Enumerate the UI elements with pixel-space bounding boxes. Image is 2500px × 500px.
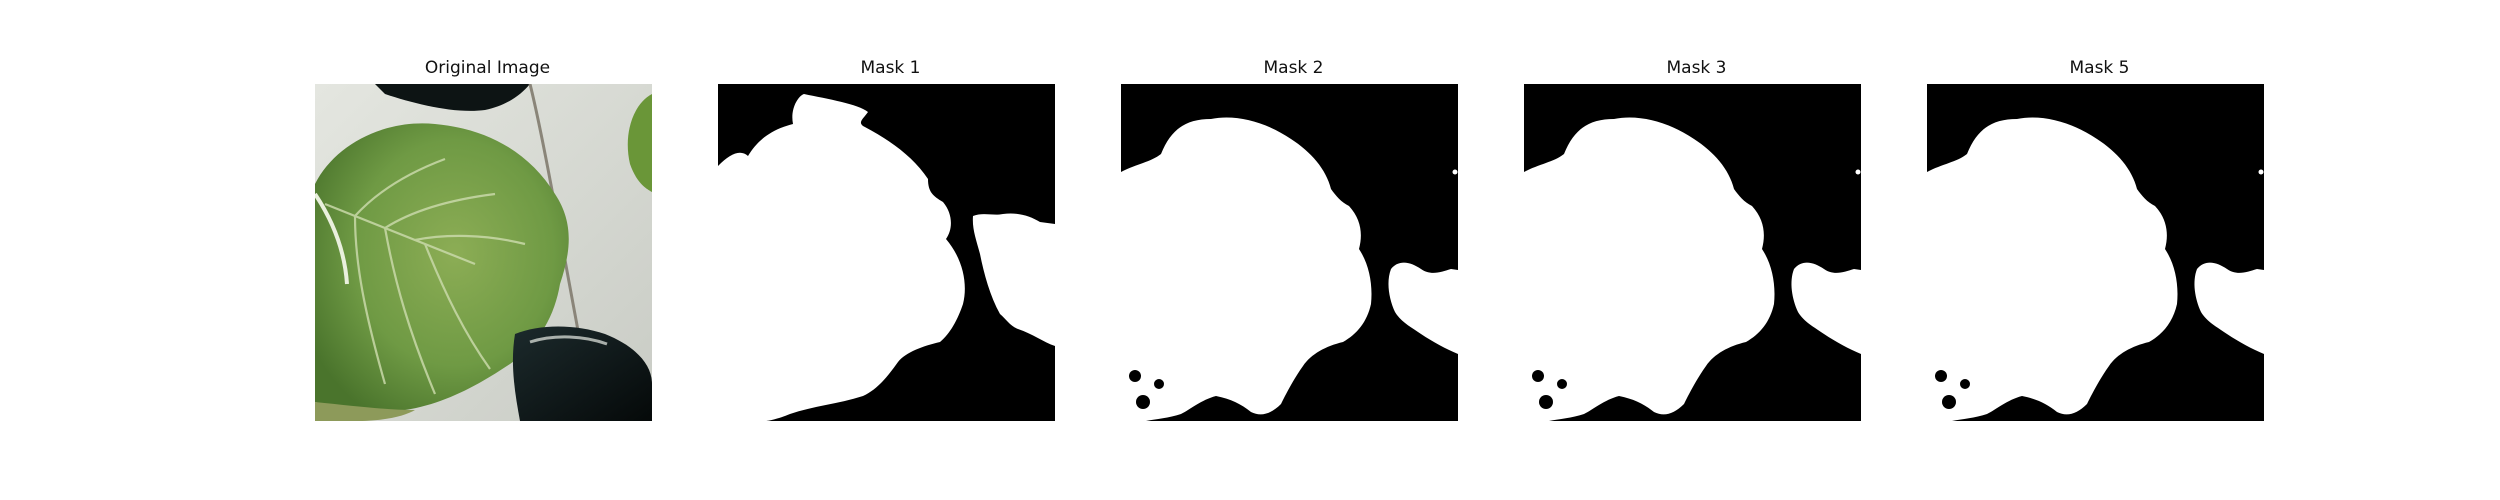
mask-1 bbox=[718, 84, 1055, 421]
panel-title: Mask 3 bbox=[1666, 58, 1727, 78]
mask-speck bbox=[1855, 169, 1861, 175]
leaf-bottom-edge bbox=[315, 402, 415, 421]
mask-region-right bbox=[1791, 262, 1861, 354]
mask-speck bbox=[1452, 169, 1458, 175]
mask-hole bbox=[1136, 395, 1150, 409]
mask-region-leaf bbox=[1121, 117, 1372, 421]
mask-hole bbox=[1935, 370, 1947, 382]
panel-mask-1: Mask 1 bbox=[718, 56, 1063, 426]
panel-original-image: Original Image bbox=[315, 56, 660, 426]
mask-1-image bbox=[718, 84, 1055, 421]
mask-3 bbox=[1524, 84, 1861, 421]
panel-title: Original Image bbox=[424, 58, 551, 78]
panel-mask-3: Mask 3 bbox=[1524, 56, 1869, 426]
panel-mask-2: Mask 2 bbox=[1121, 56, 1466, 426]
mask-region-right bbox=[2194, 262, 2264, 354]
mask-region-right bbox=[1388, 262, 1458, 354]
mask-region-right bbox=[972, 213, 1055, 346]
mask-3-image bbox=[1524, 84, 1861, 421]
mask-2-image bbox=[1121, 84, 1458, 421]
leaf-stem bbox=[315, 192, 349, 285]
mask-hole bbox=[1129, 370, 1141, 382]
mask-5 bbox=[1927, 84, 2264, 421]
mask-2 bbox=[1121, 84, 1458, 421]
original-photo bbox=[315, 84, 652, 421]
original-image bbox=[315, 84, 652, 421]
mask-speck bbox=[2258, 169, 2264, 175]
small-leaf-right bbox=[627, 94, 652, 192]
top-pot-rim bbox=[375, 84, 530, 111]
mask-region-leaf bbox=[1524, 117, 1775, 421]
panel-title: Mask 2 bbox=[1263, 58, 1324, 78]
panel-title: Mask 1 bbox=[860, 58, 921, 78]
mask-hole bbox=[1942, 395, 1956, 409]
panel-mask-5: Mask 5 bbox=[1927, 56, 2272, 426]
pot-rim-highlight bbox=[529, 335, 608, 346]
mask-hole bbox=[1557, 379, 1567, 389]
mask-region-leaf bbox=[718, 94, 965, 421]
mask-region-leaf bbox=[1927, 117, 2178, 421]
bottom-pot bbox=[512, 326, 652, 421]
leaf-veins bbox=[324, 157, 526, 395]
mask-hole bbox=[1960, 379, 1970, 389]
mask-hole bbox=[1532, 370, 1544, 382]
mask-hole bbox=[1154, 379, 1164, 389]
mask-hole bbox=[1539, 395, 1553, 409]
panel-title: Mask 5 bbox=[2069, 58, 2130, 78]
mask-5-image bbox=[1927, 84, 2264, 421]
